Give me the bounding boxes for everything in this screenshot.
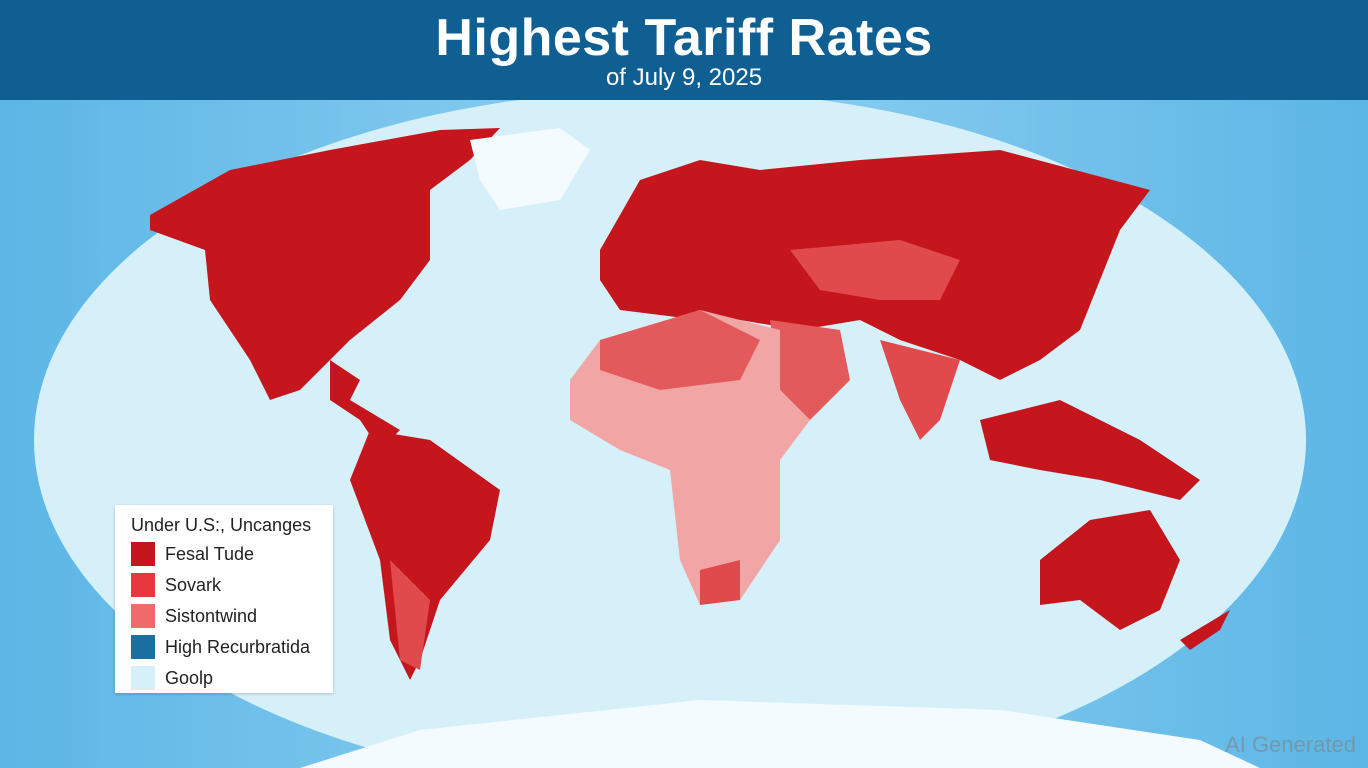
legend-swatch — [131, 635, 155, 659]
legend-item: Sistontwind — [131, 603, 257, 629]
legend-item: Sovark — [131, 572, 221, 598]
watermark: AI Generated — [1225, 732, 1356, 757]
greenland — [470, 128, 590, 210]
legend-label: Fesal Tude — [165, 543, 255, 564]
legend-swatch — [131, 666, 155, 690]
south-africa — [700, 560, 740, 605]
subtitle: of July 9, 2025 — [605, 64, 763, 91]
legend-item: High Recurbratida — [131, 634, 310, 660]
legend-label: Goolp — [165, 667, 214, 688]
legend-label: Sovark — [165, 574, 222, 595]
central-asia — [790, 240, 960, 300]
central-america — [330, 360, 400, 450]
legend-title: Under U.S:, Uncanges — [131, 515, 312, 535]
new-zealand — [1180, 610, 1230, 650]
legend-label: High Recurbratida — [165, 636, 311, 657]
middle-east — [770, 320, 850, 420]
africa — [570, 310, 810, 605]
southeast-asia — [980, 400, 1200, 500]
south-america-south — [390, 560, 430, 670]
header: Highest Tariff Rates of July 9, 2025 — [0, 0, 1368, 100]
legend-swatch — [131, 573, 155, 597]
title: Highest Tariff Rates — [435, 9, 933, 67]
north-america — [150, 128, 500, 400]
antarctica — [300, 700, 1260, 768]
south-america — [350, 430, 500, 680]
north-africa — [600, 310, 760, 390]
legend-label: Sistontwind — [165, 605, 258, 626]
legend-swatch — [131, 542, 155, 566]
legend-item: Fesal Tude — [131, 541, 254, 567]
legend-item: Goolp — [131, 665, 213, 691]
india — [880, 340, 960, 440]
australia — [1040, 510, 1180, 630]
legend-swatch — [131, 604, 155, 628]
legend: Under U.S:, Uncanges Fesal Tude Sovark Sis… — [115, 505, 333, 693]
